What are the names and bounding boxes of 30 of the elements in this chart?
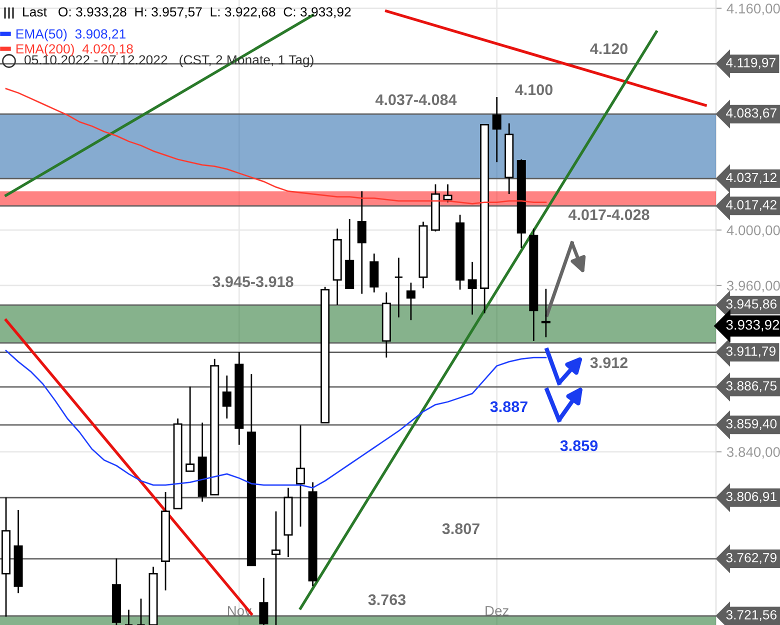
ref-line-label: 4.119,97 — [726, 58, 776, 69]
legend-label: EMA(200) 4.020,18 — [16, 44, 133, 56]
ref-line-label: 3.762,79 — [726, 552, 776, 564]
annotation: 3.807 — [442, 523, 480, 534]
ref-line-label: 4.083,67 — [726, 108, 776, 120]
ref-line-label: 3.911,79 — [726, 346, 776, 358]
annotation: 3.887 — [490, 401, 528, 412]
annotation: 4.100 — [515, 84, 552, 96]
y-tick-label: 3.840,00 — [726, 447, 780, 459]
ref-line-label: 3.859,40 — [726, 419, 777, 430]
ref-line-label: 4.017,42 — [726, 200, 776, 212]
annotation: 4.017-4.028 — [568, 209, 650, 220]
annotation: 3.912 — [590, 357, 628, 368]
ref-line-label: 3.806,91 — [726, 492, 776, 503]
legend-label: EMA(50) 3.908,21 — [16, 28, 126, 42]
y-tick-label: 4.160,00 — [726, 4, 780, 16]
text: 3.933,92 — [726, 320, 780, 332]
x-tick-label: Dez — [486, 606, 508, 616]
chart-title: Last O: 3.933,28 H: 3.957,57 L: 3.922,68 C: 3.933,92 — [23, 7, 351, 18]
ref-line-label: 3.886,75 — [726, 381, 777, 392]
annotation: 3.763 — [368, 594, 406, 606]
annotation: 4.120 — [590, 43, 628, 54]
ref-line-label: 3.945,86 — [726, 299, 777, 310]
annotation: 4.037-4.084 — [375, 94, 457, 106]
annotation: 3.945-3.918 — [212, 276, 294, 288]
ref-line-label: 4.037,12 — [726, 172, 776, 184]
y-tick-label: 4.000,00 — [726, 225, 780, 237]
ref-line-label: 3.721,56 — [726, 610, 777, 622]
y-tick-label: 3.960,00 — [726, 280, 780, 292]
annotation: 3.859 — [560, 440, 598, 452]
